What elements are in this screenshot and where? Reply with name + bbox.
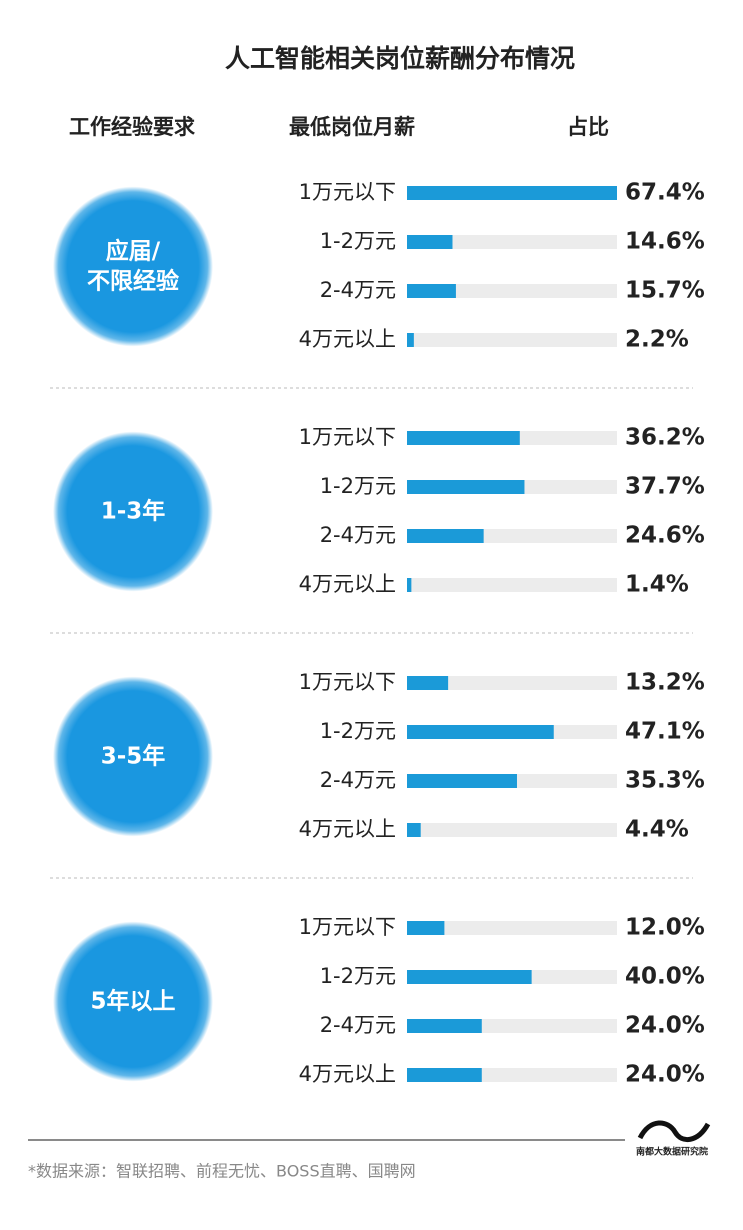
value-label: 67.4% [625, 180, 705, 206]
value-label: 4.4% [625, 817, 689, 843]
bar-track [407, 921, 617, 935]
bar [407, 333, 414, 347]
value-label: 24.0% [625, 1013, 705, 1039]
category-label: 1万元以下 [299, 915, 396, 939]
value-label: 24.0% [625, 1062, 705, 1088]
group-badge [53, 431, 213, 592]
column-header: 工作经验要求 [69, 115, 195, 139]
value-label: 40.0% [625, 964, 705, 990]
bar-track [407, 676, 617, 690]
bar [407, 970, 532, 984]
value-label: 13.2% [625, 670, 705, 696]
group-label: 应届/不限经验 [87, 237, 179, 294]
group-badge [53, 676, 213, 837]
group-label: 5年以上 [90, 987, 175, 1014]
category-label: 4万元以上 [299, 572, 396, 596]
source-note: *数据来源：智联招聘、前程无忧、BOSS直聘、国聘网 [28, 1162, 416, 1181]
category-label: 2-4万元 [320, 768, 396, 792]
category-label: 2-4万元 [320, 278, 396, 302]
chart-title: 人工智能相关岗位薪酬分布情况 [225, 44, 575, 73]
value-label: 12.0% [625, 915, 705, 941]
category-label: 1-2万元 [320, 964, 396, 988]
bar [407, 186, 617, 200]
bar [407, 725, 554, 739]
value-label: 47.1% [625, 719, 705, 745]
bar [407, 431, 520, 445]
bar [407, 1068, 482, 1082]
value-label: 15.7% [625, 278, 705, 304]
bar [407, 529, 484, 543]
category-label: 1-2万元 [320, 719, 396, 743]
group-badge [53, 921, 213, 1082]
bar [407, 774, 517, 788]
bar [407, 284, 456, 298]
bar-track [407, 235, 617, 249]
value-label: 24.6% [625, 523, 705, 549]
column-header: 占比 [567, 115, 609, 139]
value-label: 1.4% [625, 572, 689, 598]
category-label: 2-4万元 [320, 1013, 396, 1037]
value-label: 36.2% [625, 425, 705, 451]
bar [407, 823, 421, 837]
category-label: 1万元以下 [299, 180, 396, 204]
bar [407, 1019, 482, 1033]
category-label: 4万元以上 [299, 327, 396, 351]
value-label: 2.2% [625, 327, 689, 353]
group-label: 3-5年 [101, 742, 166, 769]
value-label: 14.6% [625, 229, 705, 255]
value-label: 35.3% [625, 768, 705, 794]
bar-track [407, 578, 617, 592]
group-badge [53, 186, 213, 347]
bar [407, 235, 453, 249]
bar-track [407, 333, 617, 347]
category-label: 1-2万元 [320, 229, 396, 253]
category-label: 4万元以上 [299, 1062, 396, 1086]
category-label: 2-4万元 [320, 523, 396, 547]
column-header: 最低岗位月薪 [289, 115, 415, 139]
bar [407, 578, 412, 592]
logo-mark [637, 1120, 711, 1142]
logo-text: 南都大数据研究院 [636, 1146, 708, 1158]
bar [407, 676, 449, 690]
category-label: 4万元以上 [299, 817, 396, 841]
bar-track [407, 284, 617, 298]
bar-track [407, 823, 617, 837]
category-label: 1-2万元 [320, 474, 396, 498]
group-label: 1-3年 [101, 497, 166, 524]
bar [407, 921, 445, 935]
category-label: 1万元以下 [299, 425, 396, 449]
value-label: 37.7% [625, 474, 705, 500]
bar [407, 480, 525, 494]
category-label: 1万元以下 [299, 670, 396, 694]
